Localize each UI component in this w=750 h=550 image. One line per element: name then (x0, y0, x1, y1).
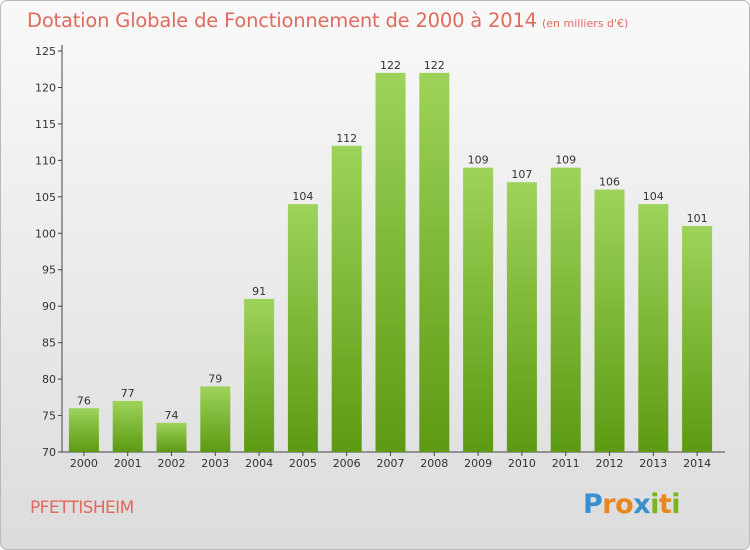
y-tick-label: 75 (42, 410, 56, 423)
bar-2009 (463, 167, 494, 452)
y-tick-label: 85 (42, 337, 56, 350)
x-tick-label-2000: 2000 (70, 457, 98, 470)
x-tick-label-2012: 2012 (596, 457, 624, 470)
value-label-2013: 104 (643, 190, 664, 203)
bar-2006 (331, 145, 362, 453)
bar-2001 (112, 400, 143, 452)
bar-2013 (638, 204, 669, 452)
logo-letter: t (658, 489, 672, 520)
bar-2002 (156, 422, 187, 452)
x-tick-label-2010: 2010 (508, 457, 536, 470)
value-label-2010: 107 (511, 168, 532, 181)
x-tick-label-2003: 2003 (201, 457, 229, 470)
y-tick-label: 125 (35, 45, 56, 58)
bar-2000 (68, 408, 99, 452)
y-tick-label: 120 (35, 81, 56, 94)
value-label-2006: 112 (336, 132, 357, 145)
y-tick-label: 110 (35, 154, 56, 167)
chart-title: Dotation Globale de Fonctionnement de 20… (27, 9, 537, 32)
y-tick-label: 105 (35, 191, 56, 204)
logo-letter: i (671, 489, 681, 520)
bar-2005 (287, 204, 318, 452)
value-label-2011: 109 (555, 154, 576, 167)
bar-2014 (682, 225, 713, 452)
data-labels: 76 77 74 79 91 104 112 122 122 109 107 109 106 104 101 (77, 59, 708, 422)
x-tick-label-2007: 2007 (377, 457, 405, 470)
y-tick-label: 95 (42, 264, 56, 277)
y-tick-label: 100 (35, 227, 56, 240)
value-label-2008: 122 (424, 59, 445, 72)
bar-2008 (419, 72, 450, 452)
x-tick-label-2011: 2011 (552, 457, 580, 470)
x-tick-label-2008: 2008 (420, 457, 448, 470)
bar-2012 (594, 189, 625, 452)
value-label-2004: 91 (252, 285, 266, 298)
value-label-2012: 106 (599, 176, 620, 189)
y-tick-label: 115 (35, 118, 56, 131)
bar-2011 (550, 167, 581, 452)
logo-letter: r (602, 489, 616, 520)
value-label-2014: 101 (687, 212, 708, 225)
value-label-2001: 77 (121, 387, 135, 400)
x-tick-label-2005: 2005 (289, 457, 317, 470)
x-tick-label-2001: 2001 (114, 457, 142, 470)
x-tick-label-2013: 2013 (639, 457, 667, 470)
logo-letter: o (615, 489, 634, 520)
logo-letter: i (650, 489, 659, 520)
y-tick-label: 80 (42, 373, 56, 386)
proxiti-logo[interactable]: Proxiti (583, 489, 681, 520)
y-tick-label: 90 (42, 300, 56, 313)
logo-letter: P (583, 489, 603, 520)
x-tick-label-2004: 2004 (245, 457, 273, 470)
value-label-2000: 76 (77, 394, 91, 407)
x-tick-label-2002: 2002 (158, 457, 186, 470)
y-tick-label: 70 (42, 446, 56, 459)
value-label-2005: 104 (292, 190, 313, 203)
value-label-2007: 122 (380, 59, 401, 72)
bar-2003 (200, 386, 231, 452)
chart-subtitle: (en milliers d'€) (542, 17, 629, 30)
bar-2004 (244, 298, 275, 452)
value-label-2002: 74 (165, 409, 179, 422)
bars (68, 72, 713, 453)
x-tick-label-2006: 2006 (333, 457, 361, 470)
value-label-2009: 109 (468, 154, 489, 167)
bar-2007 (375, 72, 406, 452)
logo-letter: x (633, 489, 651, 520)
value-label-2003: 79 (208, 372, 222, 385)
x-tick-label-2009: 2009 (464, 457, 492, 470)
commune-name: PFETTISHEIM (30, 498, 134, 518)
x-tick-label-2014: 2014 (683, 457, 711, 470)
bar-2010 (506, 182, 537, 452)
